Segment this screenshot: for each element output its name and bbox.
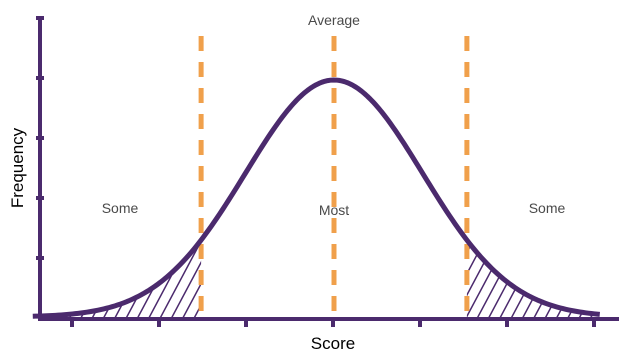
region-label-right: Some	[529, 200, 566, 216]
y-axis-title: Frequency	[8, 127, 27, 208]
distribution-curve	[32, 77, 601, 319]
reference-lines	[198, 36, 470, 317]
right-tail-shading	[466, 240, 600, 317]
x-axis-title: Score	[311, 334, 355, 352]
x-ticks	[70, 317, 596, 327]
center-line-label: Average	[308, 12, 360, 28]
region-label-left: Some	[102, 200, 139, 216]
region-label-center: Most	[319, 202, 349, 218]
y-ticks	[36, 16, 44, 260]
left-tail-shading	[32, 240, 202, 317]
